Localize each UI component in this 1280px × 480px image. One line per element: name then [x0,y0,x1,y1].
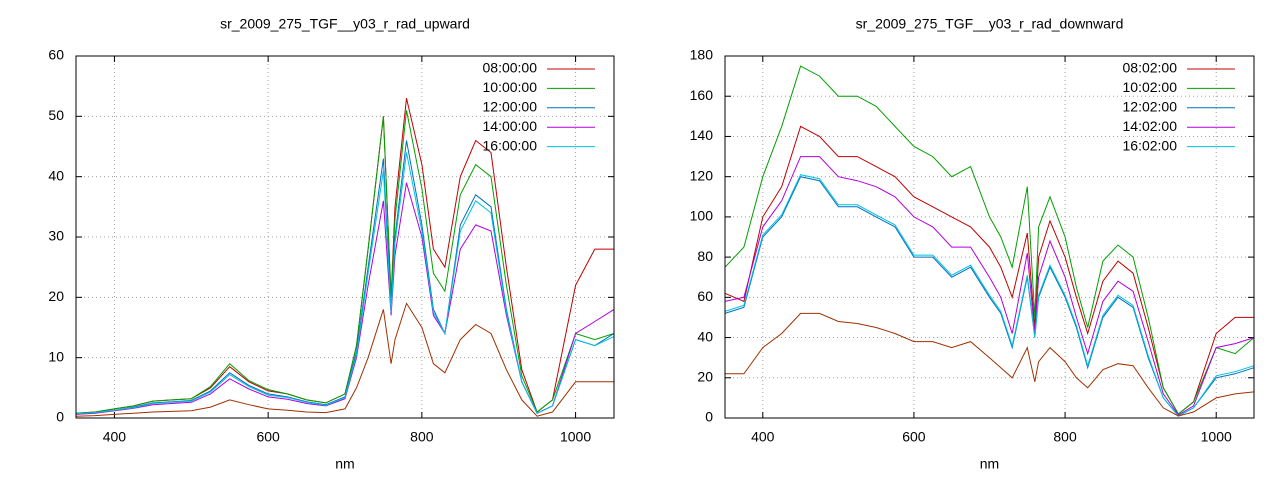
series-line [724,174,1255,417]
legend-label: 14:02:00 [1123,118,1178,134]
y-tick-label: 40 [697,328,713,344]
series-line [724,65,1255,415]
y-tick-label: 100 [690,208,714,224]
y-tick-label: 50 [48,107,64,123]
y-tick-label: 120 [690,167,714,183]
x-tick-label: 1000 [560,429,591,445]
y-tick-label: 180 [690,47,714,63]
y-tick-label: 60 [48,47,64,63]
x-tick-label: 400 [751,429,775,445]
y-tick-label: 10 [48,348,64,364]
series-line [75,152,615,415]
legend-label: 12:00:00 [483,99,538,115]
series-line [75,302,614,417]
y-tick-label: 140 [690,127,714,143]
legend-label: 10:00:00 [483,79,538,95]
x-tick-label: 1000 [1201,429,1232,445]
series-line [75,182,615,415]
y-tick-label: 20 [48,288,64,304]
legend-label: 12:02:00 [1123,99,1178,115]
legend-label: 08:02:00 [1123,60,1178,76]
legend-label: 08:00:00 [483,60,538,76]
legend-label: 14:00:00 [483,118,538,134]
x-tick-label: 600 [256,429,280,445]
plot-frame [724,55,1255,419]
x-tick-label: 600 [902,429,926,445]
x-tick-label: 400 [103,429,127,445]
series-line [75,140,615,415]
y-tick-label: 160 [690,87,714,103]
legend-label: 16:00:00 [483,137,538,153]
series-line [725,312,1255,417]
series-line [724,156,1255,416]
x-tick-label: 800 [410,429,434,445]
x-tick-label: 800 [1053,429,1077,445]
y-tick-label: 40 [48,167,64,183]
y-tick-label: 80 [697,248,713,264]
y-tick-label: 0 [56,409,64,425]
chart-title: sr_2009_275_TGF__y03_r_rad_downward [856,16,1124,32]
series-line [724,176,1255,417]
plot-frame [75,55,615,419]
legend-label: 10:02:00 [1123,79,1178,95]
y-tick-label: 30 [48,228,64,244]
x-axis-label: nm [980,456,999,472]
y-tick-label: 0 [705,409,713,425]
y-tick-label: 60 [697,288,713,304]
series-line [724,125,1254,415]
chart-title: sr_2009_275_TGF__y03_r_rad_upward [220,16,470,32]
legend-label: 16:02:00 [1123,137,1178,153]
series-line [75,110,615,414]
x-axis-label: nm [335,456,354,472]
y-tick-label: 20 [697,368,713,384]
